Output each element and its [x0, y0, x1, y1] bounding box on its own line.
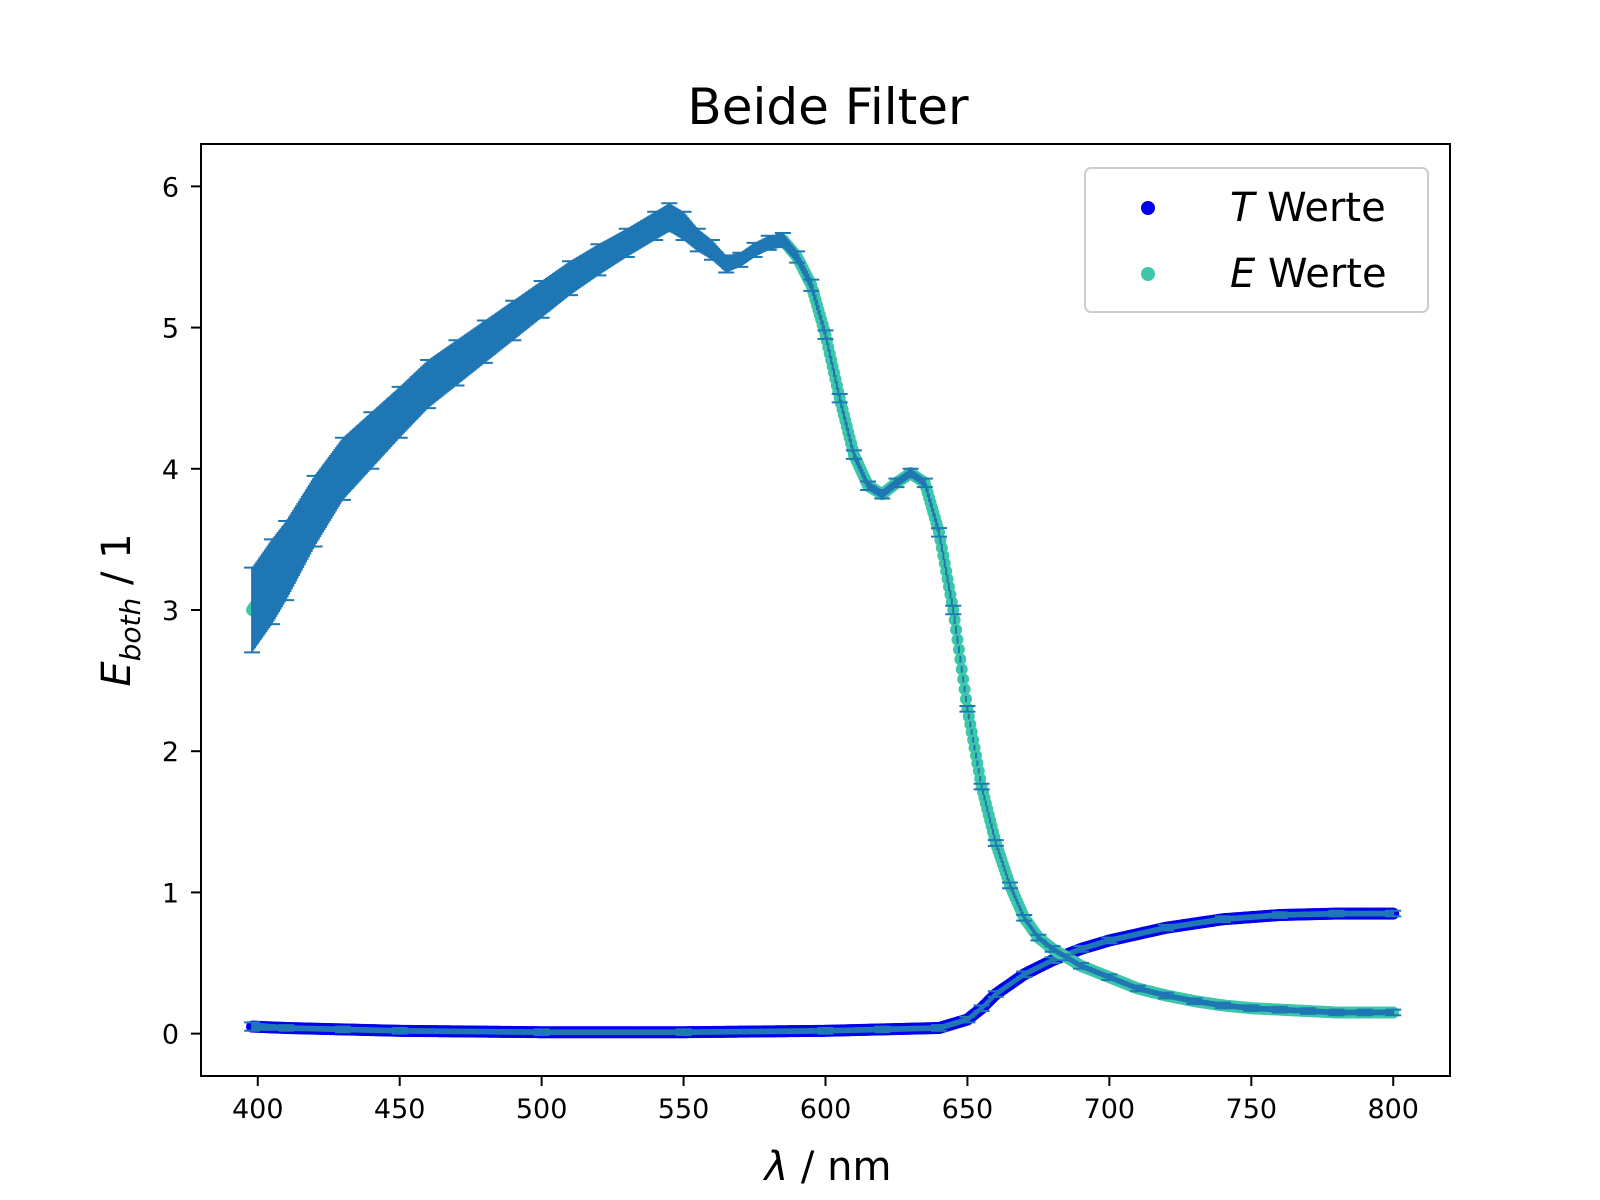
x-axis-label-unit: / nm — [788, 1144, 891, 1190]
chart-title: Beide Filter — [687, 78, 969, 136]
x-tick-label: 600 — [800, 1094, 852, 1125]
x-tick-label: 650 — [942, 1094, 994, 1125]
x-axis-label-symbol: λ — [763, 1144, 789, 1190]
legend-label-e: E Werte — [1230, 251, 1387, 297]
x-tick-label: 750 — [1226, 1094, 1278, 1125]
x-tick-label: 550 — [658, 1094, 710, 1125]
error-bars — [244, 909, 1402, 1037]
legend-box — [1084, 167, 1429, 313]
legend-label-e-text: Werte — [1255, 251, 1386, 297]
y-axis-label-symbol: E — [94, 661, 140, 687]
y-tick-label: 2 — [162, 737, 179, 768]
x-tick-label: 400 — [232, 1094, 284, 1125]
y-tick-label: 5 — [162, 314, 179, 345]
legend-marker-e — [1141, 267, 1155, 281]
x-axis: 400 450 500 550 600 650 700 750 800 — [232, 1076, 1419, 1125]
y-tick-label: 3 — [162, 596, 179, 627]
y-tick-label: 0 — [162, 1020, 179, 1051]
x-tick-label: 700 — [1084, 1094, 1136, 1125]
legend-label-t-text: Werte — [1254, 185, 1385, 231]
plot-marks — [244, 202, 1402, 1039]
legend-marker-t — [1141, 201, 1155, 215]
legend-label-t: T Werte — [1230, 185, 1386, 231]
x-tick-label: 450 — [374, 1094, 426, 1125]
x-axis-label: λ / nm — [763, 1144, 892, 1190]
y-tick-label: 4 — [162, 455, 179, 486]
error-bars — [244, 202, 1402, 1017]
x-tick-label: 500 — [516, 1094, 568, 1125]
y-axis: 0 1 2 3 4 5 6 — [162, 172, 201, 1051]
y-tick-label: 1 — [162, 878, 179, 909]
x-tick-label: 800 — [1367, 1094, 1419, 1125]
y-axis-label-subscript: both — [114, 598, 147, 662]
y-axis-label-unit: / 1 — [94, 533, 140, 597]
y-tick-label: 6 — [162, 172, 179, 203]
legend: T Werte E Werte — [1084, 167, 1429, 313]
y-axis-label: Eboth / 1 — [94, 533, 147, 686]
legend-label-t-symbol: T — [1230, 185, 1258, 231]
legend-label-e-symbol: E — [1230, 251, 1256, 297]
